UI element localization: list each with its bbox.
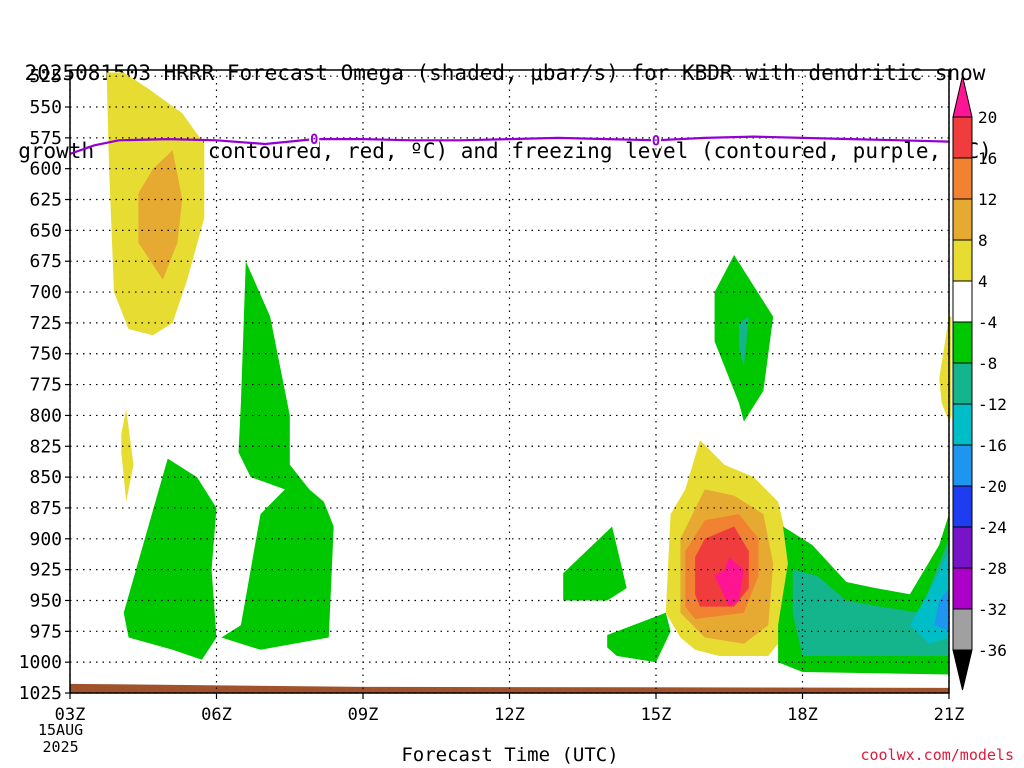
omega-shading-layer xyxy=(106,72,952,675)
omega-region-18 xyxy=(934,588,949,632)
x-tick-label-18Z: 18Z xyxy=(787,705,818,725)
colorbar-label-8: -16 xyxy=(978,436,1007,455)
freezing-level-label-1: 0 xyxy=(652,133,660,149)
colorbar-segment-1 xyxy=(952,157,973,200)
colorbar-segment-12 xyxy=(952,608,973,651)
y-tick-label-525: 525 xyxy=(29,66,62,87)
start-date-day: 15AUG xyxy=(38,721,84,739)
colorbar-segment-9 xyxy=(952,485,973,528)
y-tick-label-800: 800 xyxy=(29,405,62,426)
freezing-label-bg-0 xyxy=(309,131,320,148)
colorbar-label-0: 20 xyxy=(978,108,997,127)
colorbar-label-5: -4 xyxy=(978,313,997,332)
x-tick-label-03Z: 03Z xyxy=(55,705,86,725)
colorbar-segment-0 xyxy=(952,116,973,159)
y-tick-label-600: 600 xyxy=(29,159,62,180)
colorbar-segment-8 xyxy=(952,444,973,487)
y-tick-label-650: 650 xyxy=(29,220,62,241)
colorbar-label-9: -20 xyxy=(978,477,1007,496)
omega-region-8 xyxy=(739,316,749,367)
y-tick-label-875: 875 xyxy=(29,498,62,519)
colorbar-label-7: -12 xyxy=(978,395,1007,414)
colorbar-label-2: 12 xyxy=(978,190,997,209)
chart-title-line1: 2025081503 HRRR Forecast Omega (shaded, … xyxy=(24,61,986,85)
y-tick-label-550: 550 xyxy=(29,97,62,118)
y-tick-label-850: 850 xyxy=(29,467,62,488)
omega-region-2 xyxy=(121,409,134,502)
x-tick-label-12Z: 12Z xyxy=(494,705,525,725)
colorbar-label-1: 16 xyxy=(978,149,997,168)
omega-region-1 xyxy=(138,150,183,280)
colorbar-label-6: -8 xyxy=(978,354,997,373)
x-tick-label-09Z: 09Z xyxy=(348,705,379,725)
freezing-level-line xyxy=(69,135,950,155)
colorbar-label-12: -32 xyxy=(978,600,1007,619)
colorbar-label-11: -28 xyxy=(978,559,1007,578)
x-tick-label-15Z: 15Z xyxy=(641,705,672,725)
y-tick-label-700: 700 xyxy=(29,282,62,303)
credit-link[interactable]: coolwx.com/models xyxy=(860,746,1014,764)
omega-region-6 xyxy=(607,612,671,663)
colorbar-segment-11 xyxy=(952,567,973,610)
x-axis-title: Forecast Time (UTC) xyxy=(401,744,619,766)
y-tick-label-975: 975 xyxy=(29,621,62,642)
y-tick-label-625: 625 xyxy=(29,190,62,211)
freezing-level-label-0: 0 xyxy=(310,132,318,148)
colorbar-segment-7 xyxy=(952,403,973,446)
x-tick-label-06Z: 06Z xyxy=(201,705,232,725)
colorbar-label-4: 4 xyxy=(978,272,988,291)
y-tick-label-900: 900 xyxy=(29,529,62,550)
y-tick-label-1000: 1000 xyxy=(19,652,62,673)
y-tick-label-675: 675 xyxy=(29,251,62,272)
x-tick-label-21Z: 21Z xyxy=(934,705,965,725)
omega-region-4 xyxy=(221,261,334,650)
y-tick-label-750: 750 xyxy=(29,344,62,365)
y-tick-label-575: 575 xyxy=(29,128,62,149)
y-tick-label-925: 925 xyxy=(29,560,62,581)
y-tick-label-950: 950 xyxy=(29,590,62,611)
y-tick-label-825: 825 xyxy=(29,436,62,457)
y-tick-label-775: 775 xyxy=(29,375,62,396)
colorbar-segment-3 xyxy=(952,239,973,282)
omega-region-5 xyxy=(563,526,627,601)
colorbar-top-arrow xyxy=(952,75,973,118)
colorbar-segment-10 xyxy=(952,526,973,569)
y-tick-label-1025: 1025 xyxy=(19,683,62,704)
freezing-label-bg-1 xyxy=(651,132,661,149)
y-tick-label-725: 725 xyxy=(29,313,62,334)
start-date-label: 15AUG 2025 xyxy=(38,722,83,756)
colorbar-label-13: -36 xyxy=(978,641,1007,660)
omega-region-14 xyxy=(714,557,744,607)
start-date-year: 2025 xyxy=(42,738,79,756)
colorbar: 20 16 12 8 4 -4 -8 -12 -16 -20 -24 -28 -32 -36 xyxy=(952,75,1007,691)
omega-region-16 xyxy=(792,538,949,656)
colorbar-segment-4 xyxy=(952,280,973,323)
x-axis-ticks: 03Z 06Z 09Z 12Z 15Z 18Z 21Z xyxy=(55,693,965,725)
colorbar-segment-2 xyxy=(952,198,973,241)
colorbar-segment-6 xyxy=(952,362,973,405)
colorbar-segment-5 xyxy=(952,321,973,364)
colorbar-label-3: 8 xyxy=(978,231,988,250)
y-axis-ticks: 525 550 575 600 625 650 675 700 725 750 775 800 825 8… xyxy=(19,66,70,704)
colorbar-label-10: -24 xyxy=(978,518,1007,537)
colorbar-bottom-arrow xyxy=(952,649,973,691)
omega-region-3 xyxy=(123,458,217,660)
